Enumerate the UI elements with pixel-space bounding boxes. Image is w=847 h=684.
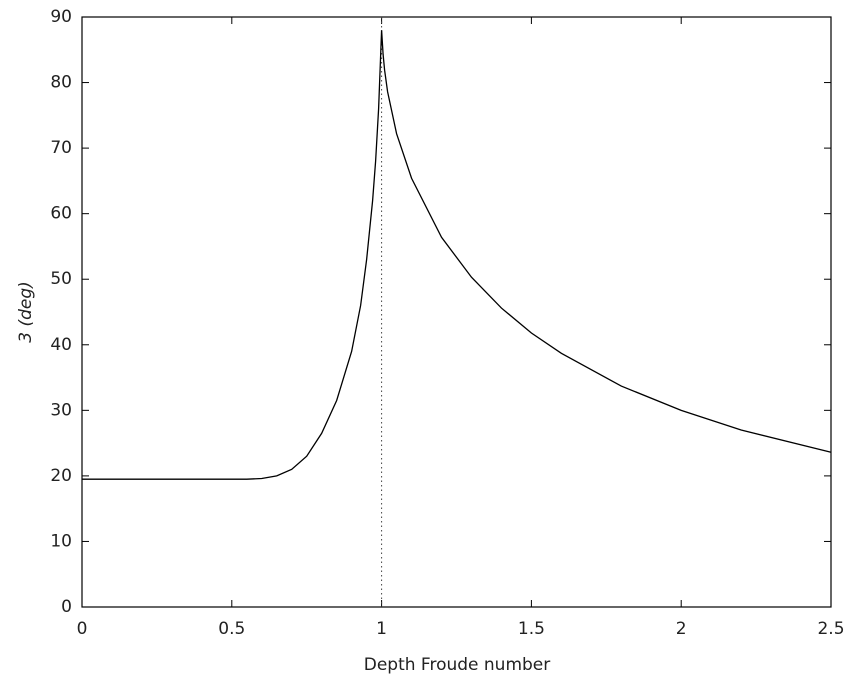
y-tick-label: 60 — [50, 204, 72, 224]
x-tick-label: 2.5 — [817, 619, 844, 639]
x-tick-label: 0.5 — [218, 619, 245, 639]
x-tick-label: 1.5 — [518, 619, 545, 639]
y-tick-label: 70 — [50, 138, 72, 158]
y-tick-label: 80 — [50, 73, 72, 93]
y-tick-label: 10 — [50, 531, 72, 551]
data-line — [82, 30, 832, 480]
x-tick-label: 1 — [376, 619, 387, 639]
y-tick-label: 90 — [50, 7, 72, 27]
x-axis-label: Depth Froude number — [364, 655, 551, 675]
y-axis-label: 3 (deg) — [16, 281, 36, 343]
plot-frame — [81, 16, 832, 608]
y-tick-label: 40 — [50, 335, 72, 355]
x-tick-label: 0 — [77, 619, 88, 639]
y-tick-label: 50 — [50, 269, 72, 289]
x-tick-label: 2 — [676, 619, 687, 639]
y-tick-label: 20 — [50, 466, 72, 486]
y-tick-label: 0 — [61, 597, 72, 617]
y-tick-label: 30 — [50, 400, 72, 420]
